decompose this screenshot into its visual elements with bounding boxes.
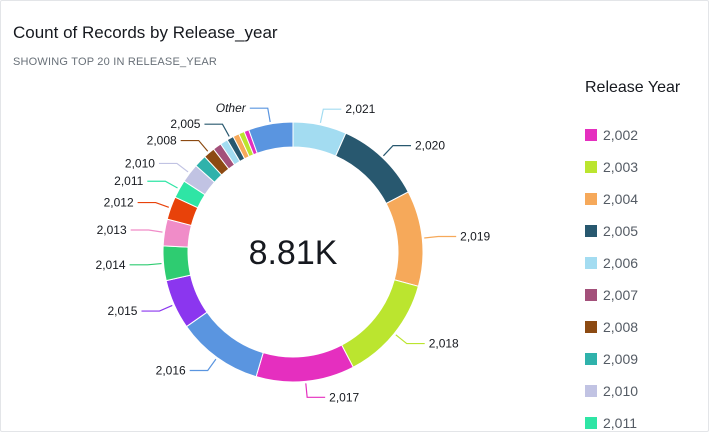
legend-swatch	[585, 161, 597, 173]
slice-label: 2,021	[345, 102, 375, 116]
donut-slice[interactable]	[185, 311, 264, 378]
legend-item[interactable]: 2,005	[585, 215, 705, 247]
leader-line	[395, 334, 425, 345]
legend-swatch	[585, 193, 597, 205]
donut-slice[interactable]	[162, 245, 192, 282]
leader-line	[424, 235, 457, 239]
legend-item[interactable]: 2,010	[585, 375, 705, 407]
leader-line	[129, 262, 162, 266]
legend-title: Release Year	[585, 79, 681, 96]
donut-slice[interactable]	[248, 121, 294, 154]
legend-items: 2,002 2,003 2,004 2,005 2,006 2,007 2,008 2,009…	[585, 119, 705, 431]
leader-line	[204, 123, 230, 137]
slice-label: 2,013	[97, 223, 127, 237]
donut-slice[interactable]	[340, 279, 420, 368]
legend-swatch	[585, 257, 597, 269]
legend: Release Year 2,002 2,003 2,004 2,005 2,006 2,…	[585, 79, 705, 431]
legend-swatch	[585, 321, 597, 333]
legend-item[interactable]: 2,004	[585, 183, 705, 215]
slice-label: 2,010	[125, 156, 155, 170]
slice-label: 2,020	[415, 139, 445, 153]
legend-swatch	[585, 289, 597, 301]
leader-line	[158, 162, 189, 173]
leader-line	[180, 139, 209, 152]
leader-line	[189, 358, 217, 372]
slice-label: 2,014	[96, 258, 126, 272]
leader-line	[249, 107, 271, 123]
legend-item[interactable]: 2,002	[585, 119, 705, 151]
donut-chart: 2,021 2,020 2,019 2,018 2,017 2,016 2,015 2,014…	[96, 101, 491, 404]
leader-line	[305, 383, 326, 398]
slice-label: 2,011	[114, 174, 143, 188]
legend-label: 2,002	[603, 127, 639, 143]
legend-swatch	[585, 225, 597, 237]
legend-label: 2,011	[603, 415, 637, 431]
slice-label: Other	[216, 101, 247, 115]
slice-label: 2,017	[329, 390, 359, 404]
legend-item[interactable]: 2,003	[585, 151, 705, 183]
leader-line	[137, 201, 170, 208]
legend-label: 2,005	[603, 223, 639, 239]
slice-label: 2,019	[460, 229, 490, 243]
slice-label: 2,005	[170, 117, 200, 131]
legend-label: 2,003	[603, 159, 639, 175]
donut-slice[interactable]	[385, 191, 424, 287]
legend-item[interactable]: 2,011	[585, 407, 705, 431]
leader-line	[130, 229, 163, 233]
slice-label: 2,016	[156, 363, 186, 377]
slice-label: 2,008	[147, 134, 177, 148]
leader-line	[141, 304, 173, 312]
legend-label: 2,006	[603, 255, 639, 271]
legend-item[interactable]: 2,008	[585, 311, 705, 343]
legend-swatch	[585, 385, 597, 397]
chart-title: Count of Records by Release_year	[13, 23, 278, 42]
center-total-label: 8.81K	[249, 234, 338, 272]
slice-label: 2,018	[429, 337, 459, 351]
slice-label: 2,012	[104, 196, 134, 210]
chart-subtitle: SHOWING TOP 20 IN RELEASE_YEAR	[13, 56, 218, 68]
donut-slice[interactable]	[255, 344, 354, 383]
legend-item[interactable]: 2,009	[585, 343, 705, 375]
legend-swatch	[585, 353, 597, 365]
leader-line	[319, 108, 342, 124]
legend-label: 2,009	[603, 351, 639, 367]
legend-item[interactable]: 2,006	[585, 247, 705, 279]
legend-swatch	[585, 417, 597, 429]
legend-item[interactable]: 2,007	[585, 279, 705, 311]
slice-label: 2,015	[107, 304, 137, 318]
legend-label: 2,008	[603, 319, 639, 335]
legend-swatch	[585, 129, 597, 141]
legend-label: 2,007	[603, 287, 639, 303]
donut-slice[interactable]	[335, 132, 409, 205]
leader-line	[382, 145, 412, 157]
legend-label: 2,010	[603, 383, 639, 399]
leader-line	[147, 180, 178, 189]
legend-label: 2,004	[603, 191, 639, 207]
